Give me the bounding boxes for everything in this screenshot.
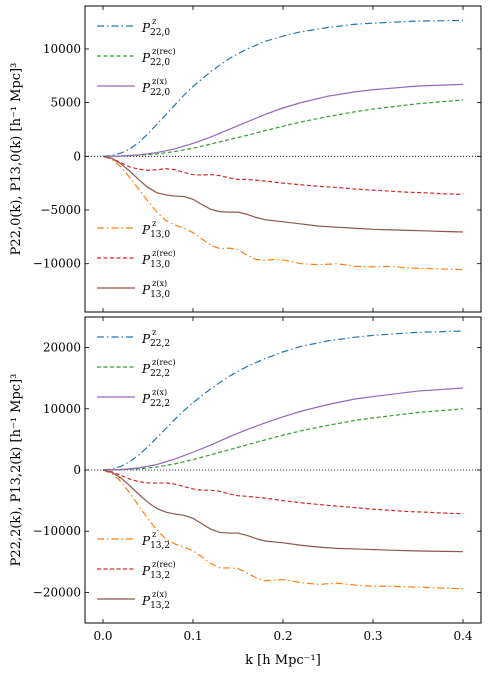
bottom-x-tick-label: 0.1	[183, 629, 202, 643]
bottom-y-tick-label: −10000	[33, 524, 81, 538]
top-y-tick-label: 0	[73, 149, 81, 163]
bottom-legend-label: P22,2z	[141, 328, 170, 349]
top-series-22-0-zrec	[102, 99, 464, 157]
bottom-series-22-2-z	[102, 330, 464, 471]
bottom-y-tick-label: 10000	[43, 402, 81, 416]
top-y-tick-label: −10000	[33, 257, 81, 271]
bottom-legend-label: P13,2z(rec)	[141, 560, 176, 581]
bottom-x-tick-label: 0.4	[453, 629, 472, 643]
bottom-panel: 0.0 0.1 0.2 0.3 0.4 −20000 −10000 0 10000 20000 P2…	[9, 316, 482, 643]
bottom-series-13-2-zrec	[102, 469, 464, 515]
bottom-y-tick-label: 20000	[43, 341, 81, 355]
bottom-y-axis-label: P22,2(k), P13,2(k) [h⁻¹ Mpc]³	[9, 374, 24, 567]
bottom-x-tick-label: 0.3	[363, 629, 382, 643]
top-y-tick-label: −5000	[40, 203, 81, 217]
top-legend-label: P13,0z(rec)	[141, 249, 176, 270]
bottom-y-tick-label: 0	[73, 463, 81, 477]
top-y-tick-label: 5000	[50, 96, 81, 110]
bottom-legend-label: P13,2z	[141, 530, 170, 551]
top-panel: −10000 −5000 0 5000 10000 P22,0(k), P13,0(k) …	[9, 5, 482, 313]
top-series-13-0-zrec	[102, 155, 464, 196]
top-series-22-0-z	[102, 19, 464, 157]
bottom-legend-label: P22,2z(x)	[141, 388, 170, 409]
bottom-legend-label: P22,2z(rec)	[141, 358, 176, 379]
top-legend-label: P22,0z(x)	[141, 77, 170, 98]
top-series-22-0-zx	[102, 83, 464, 157]
top-legend-label: P13,0z	[141, 219, 170, 240]
top-legend-label: P22,0z(rec)	[141, 47, 176, 68]
top-series-13-0-zx	[102, 155, 464, 233]
x-axis-label: k [h Mpc⁻¹]	[245, 653, 321, 668]
top-y-tick-label: 10000	[43, 42, 81, 56]
bottom-series-22-2-zx	[102, 387, 464, 471]
top-legend-label: P22,0z	[141, 17, 170, 38]
bottom-series-22-2-zrec	[102, 408, 464, 471]
bottom-legend-label: P13,2z(x)	[141, 590, 170, 611]
bottom-series-13-2-zx	[102, 469, 464, 553]
top-legend-label: P13,0z(x)	[141, 279, 170, 300]
bottom-y-tick-label: −20000	[33, 585, 81, 599]
top-y-axis-label: P22,0(k), P13,0(k) [h⁻¹ Mpc]³	[9, 63, 24, 256]
top-series-13-0-z	[102, 155, 464, 271]
bottom-x-tick-label: 0.0	[93, 629, 112, 643]
bottom-series-13-2-z	[102, 469, 464, 590]
bottom-x-tick-label: 0.2	[273, 629, 292, 643]
